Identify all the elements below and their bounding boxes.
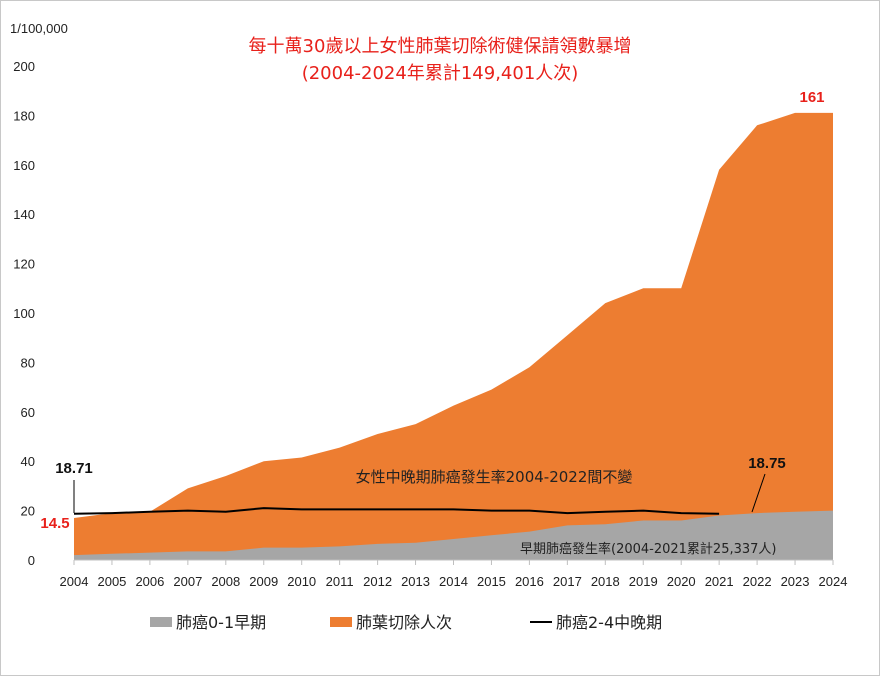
chart-areas [74, 112, 833, 561]
x-tick-label: 2016 [515, 574, 544, 589]
x-tick-label: 2017 [553, 574, 582, 589]
legend-swatch [150, 617, 172, 627]
annotation-end-line-value: 18.75 [748, 455, 786, 472]
y-tick-label: 120 [13, 257, 35, 272]
chart-title: 每十萬30歲以上女性肺葉切除術健保請領數暴增 [249, 36, 632, 57]
x-tick-label: 2013 [401, 574, 430, 589]
annotation-end-line-leader [751, 473, 766, 513]
annotation-start-line-value: 18.71 [55, 460, 93, 477]
x-tick-label: 2020 [667, 574, 696, 589]
annotation-start-area-value: 14.5 [40, 515, 69, 532]
x-tick-label: 2015 [477, 574, 506, 589]
line-series-late-stage [73, 507, 720, 515]
legend-swatch [330, 617, 352, 627]
y-tick-label: 0 [28, 553, 35, 568]
x-tick-label: 2006 [135, 574, 164, 589]
x-tick-label: 2007 [173, 574, 202, 589]
x-tick-label: 2009 [249, 574, 278, 589]
x-tick-label: 2024 [819, 574, 848, 589]
y-tick-label: 20 [21, 504, 35, 519]
legend-label: 肺癌0-1早期 [176, 613, 266, 632]
y-unit-label: 1/100,000 [10, 21, 68, 36]
y-tick-label: 100 [13, 306, 35, 321]
area-series-early-stage [74, 510, 833, 560]
x-tick-label: 2010 [287, 574, 316, 589]
y-tick-label: 140 [13, 207, 35, 222]
chart-subtitle: (2004-2024年累計149,401人次) [302, 63, 579, 84]
x-tick-label: 2022 [743, 574, 772, 589]
chart-axes: 0 20 40 60 80 100 120 140 160 180 200 2004 2005 2006 2… [13, 59, 847, 589]
x-tick-label: 2019 [629, 574, 658, 589]
legend: 肺癌0-1早期 肺葉切除人次 肺癌2-4中晚期 [150, 613, 662, 632]
area-series-lobectomy [74, 112, 833, 561]
y-tick-label: 160 [13, 158, 35, 173]
x-tick-label: 2004 [60, 574, 89, 589]
y-tick-label: 200 [13, 59, 35, 74]
y-tick-label: 180 [13, 108, 35, 123]
x-tick-label: 2018 [591, 574, 620, 589]
y-tick-label: 40 [21, 454, 35, 469]
early-note: 早期肺癌發生率(2004-2021累計25,337人) [520, 541, 777, 557]
x-tick-label: 2014 [439, 574, 468, 589]
x-tick-label: 2023 [781, 574, 810, 589]
legend-label: 肺癌2-4中晚期 [556, 613, 662, 632]
x-tick-label: 2012 [363, 574, 392, 589]
y-tick-label: 60 [21, 405, 35, 420]
chart-lines [73, 507, 720, 515]
annotation-end-area-value: 161 [799, 89, 824, 106]
x-tick-label: 2005 [97, 574, 126, 589]
y-tick-label: 80 [21, 355, 35, 370]
line-note: 女性中晚期肺癌發生率2004-2022間不變 [356, 468, 633, 486]
x-tick-label: 2011 [326, 574, 354, 589]
x-tick-label: 2008 [211, 574, 240, 589]
x-tick-label: 2021 [705, 574, 734, 589]
legend-label: 肺葉切除人次 [356, 613, 452, 632]
